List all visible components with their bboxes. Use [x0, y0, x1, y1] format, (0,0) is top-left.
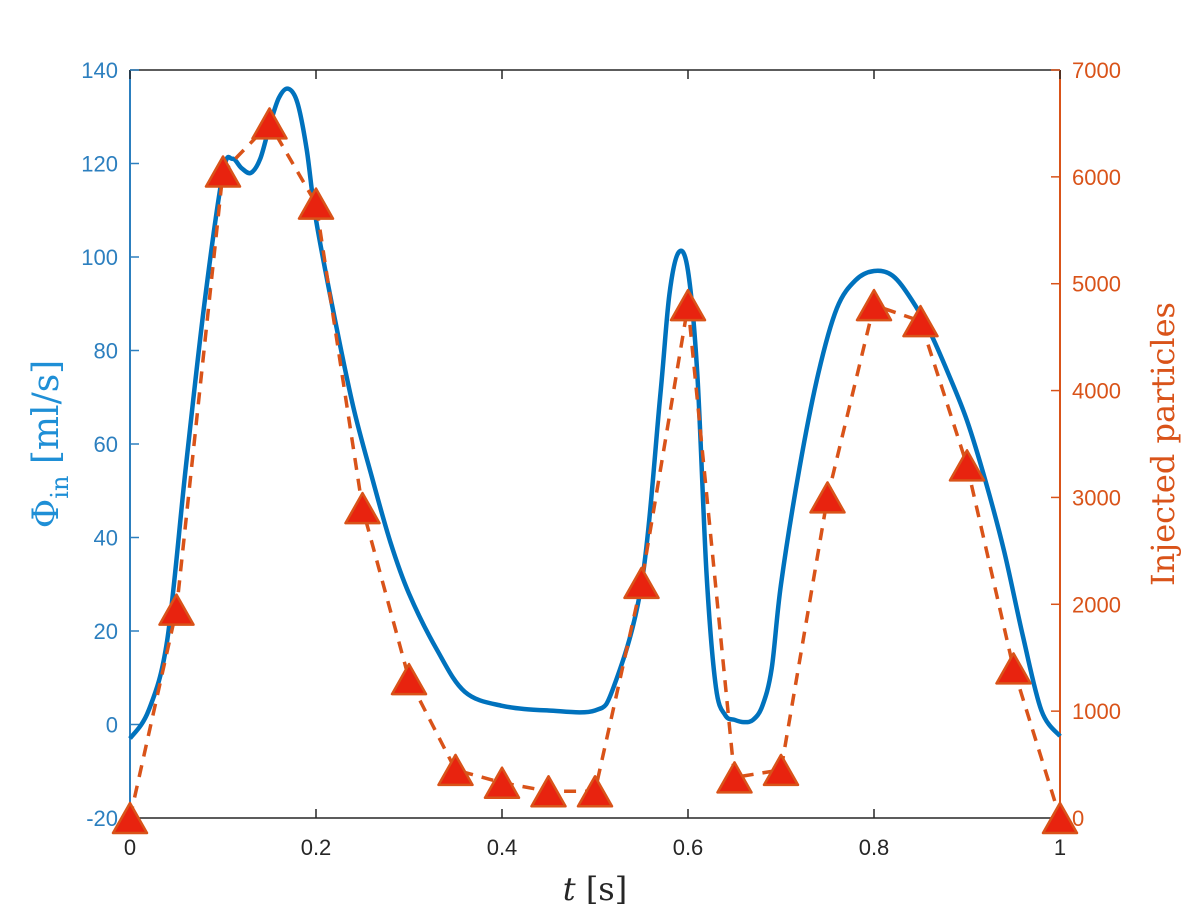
y-left-tick-label: 40	[94, 526, 118, 551]
particles-triangle-marker	[716, 761, 753, 794]
y-left-tick-label: 0	[106, 713, 118, 738]
x-axis-label: t [s]	[563, 870, 627, 908]
y-left-tick-label: 20	[94, 619, 118, 644]
series-flow	[128, 86, 1062, 740]
y-left-tick-label: -20	[86, 806, 118, 831]
particles-triangle-marker	[669, 288, 707, 322]
particles-triangle-marker	[344, 491, 381, 525]
particles-series-line	[128, 120, 1062, 819]
particles-triangle-marker	[995, 652, 1032, 685]
flow-series-line	[128, 86, 1062, 740]
particles-triangle-marker	[762, 753, 800, 787]
y-left-tick-label: 100	[81, 245, 118, 270]
particles-triangle-marker	[158, 593, 195, 626]
particles-triangle-marker	[297, 187, 335, 220]
y-left-tick-label: 120	[81, 152, 118, 177]
particles-triangle-marker	[437, 753, 474, 787]
particles-triangle-marker	[390, 662, 428, 696]
particles-triangle-marker	[809, 481, 846, 514]
particles-triangle-marker	[483, 766, 521, 799]
x-tick-label: 0.2	[301, 835, 332, 860]
x-tick-label: 0	[124, 835, 136, 860]
x-tick-label: 0.6	[673, 835, 704, 860]
y-left-tick-label: 80	[94, 339, 118, 364]
y-left-tick-label: 60	[94, 432, 118, 457]
particles-triangle-marker	[111, 801, 149, 835]
ticks: 0 0.2 0.4 0.6 0.8 1-2002040608010012014001000…	[81, 58, 1121, 860]
particles-triangle-marker	[948, 449, 986, 482]
particles-triangle-marker	[1041, 801, 1079, 835]
particles-triangle-marker	[204, 155, 242, 188]
x-tick-label: 1	[1054, 835, 1066, 860]
y-left-axis-label: Φin [ml/s]	[26, 360, 74, 528]
y-right-axis-label: Injected particles	[1144, 302, 1182, 586]
particles-triangle-marker	[530, 775, 567, 808]
particles-triangle-marker	[623, 566, 660, 600]
y-right-tick-label: 7000	[1072, 58, 1121, 83]
x-tick-label: 0.4	[487, 835, 518, 860]
particles-triangle-marker	[576, 775, 614, 808]
particles-triangle-marker	[902, 304, 939, 338]
y-right-tick-label: 2000	[1072, 592, 1121, 617]
y-right-tick-label: 3000	[1072, 485, 1121, 510]
series-particles	[111, 107, 1079, 835]
y-right-tick-label: 1000	[1072, 699, 1121, 724]
y-right-tick-label: 0	[1072, 806, 1084, 831]
y-left-tick-label: 140	[81, 58, 118, 83]
x-tick-label: 0.8	[859, 835, 890, 860]
plot-frame	[129, 69, 1061, 819]
y-right-tick-label: 6000	[1072, 165, 1121, 190]
y-right-tick-label: 4000	[1072, 379, 1121, 404]
y-right-tick-label: 5000	[1072, 272, 1121, 297]
particles-triangle-marker	[251, 107, 288, 140]
particles-triangle-marker	[855, 288, 893, 322]
